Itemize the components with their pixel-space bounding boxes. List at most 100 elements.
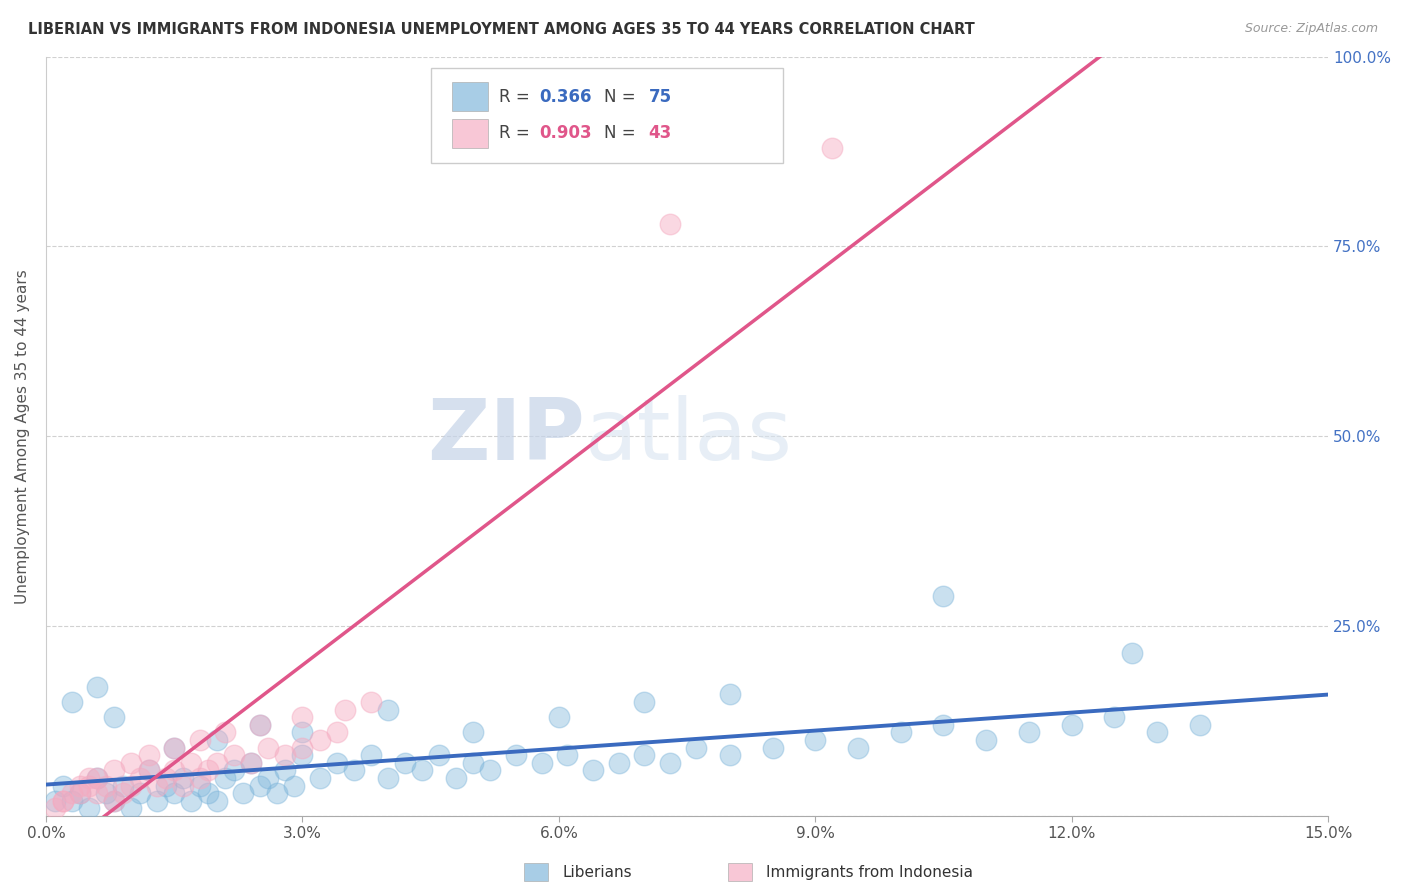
Point xyxy=(804,733,827,747)
Point xyxy=(163,740,186,755)
Text: Immigrants from Indonesia: Immigrants from Indonesia xyxy=(766,865,973,880)
Text: 0.366: 0.366 xyxy=(540,88,592,106)
Point xyxy=(120,801,142,815)
Point xyxy=(163,764,186,778)
Point xyxy=(214,725,236,739)
Point xyxy=(607,756,630,770)
Point xyxy=(394,756,416,770)
Point xyxy=(718,688,741,702)
FancyBboxPatch shape xyxy=(453,82,488,112)
Point xyxy=(129,786,152,800)
Text: N =: N = xyxy=(603,88,641,106)
Point xyxy=(530,756,553,770)
Point xyxy=(52,794,75,808)
FancyBboxPatch shape xyxy=(430,68,783,163)
Point xyxy=(222,764,245,778)
Text: R =: R = xyxy=(499,124,534,143)
Point xyxy=(86,786,108,800)
Point xyxy=(138,748,160,763)
Point xyxy=(547,710,569,724)
Point xyxy=(232,786,254,800)
Point xyxy=(205,794,228,808)
Point xyxy=(274,748,297,763)
Point xyxy=(266,786,288,800)
Point xyxy=(333,703,356,717)
Point xyxy=(932,718,955,732)
Text: Source: ZipAtlas.com: Source: ZipAtlas.com xyxy=(1244,22,1378,36)
Point xyxy=(44,794,66,808)
Point xyxy=(274,764,297,778)
Point xyxy=(86,680,108,694)
Point xyxy=(360,748,382,763)
Text: 0.903: 0.903 xyxy=(540,124,592,143)
Y-axis label: Unemployment Among Ages 35 to 44 years: Unemployment Among Ages 35 to 44 years xyxy=(15,268,30,604)
Point xyxy=(172,779,194,793)
Point xyxy=(163,786,186,800)
Text: Liberians: Liberians xyxy=(562,865,633,880)
Point xyxy=(257,771,280,785)
FancyBboxPatch shape xyxy=(453,119,488,148)
Point xyxy=(138,764,160,778)
Point xyxy=(463,756,485,770)
Point xyxy=(138,764,160,778)
Point xyxy=(188,771,211,785)
Point xyxy=(103,794,125,808)
Point xyxy=(257,740,280,755)
Point xyxy=(60,786,83,800)
Point xyxy=(240,756,263,770)
Point xyxy=(1188,718,1211,732)
Point xyxy=(69,786,91,800)
Text: 75: 75 xyxy=(648,88,672,106)
Point xyxy=(463,725,485,739)
Point xyxy=(86,771,108,785)
Point xyxy=(180,794,202,808)
Point xyxy=(633,695,655,709)
Point xyxy=(932,589,955,603)
Point xyxy=(77,801,100,815)
Point xyxy=(103,710,125,724)
Point xyxy=(77,779,100,793)
Point xyxy=(155,779,177,793)
Point xyxy=(718,748,741,763)
Point xyxy=(249,779,271,793)
Point xyxy=(974,733,997,747)
Point xyxy=(308,733,330,747)
Point xyxy=(103,764,125,778)
Point xyxy=(479,764,502,778)
Point xyxy=(377,703,399,717)
Point xyxy=(1018,725,1040,739)
Point xyxy=(343,764,366,778)
Point xyxy=(890,725,912,739)
Point xyxy=(249,718,271,732)
Point xyxy=(1104,710,1126,724)
Point xyxy=(146,794,169,808)
Point xyxy=(120,779,142,793)
Point xyxy=(155,771,177,785)
Point xyxy=(94,779,117,793)
Point xyxy=(240,756,263,770)
Point xyxy=(69,779,91,793)
Point xyxy=(197,786,219,800)
Text: R =: R = xyxy=(499,88,534,106)
Text: LIBERIAN VS IMMIGRANTS FROM INDONESIA UNEMPLOYMENT AMONG AGES 35 TO 44 YEARS COR: LIBERIAN VS IMMIGRANTS FROM INDONESIA UN… xyxy=(28,22,974,37)
Point xyxy=(557,748,579,763)
Point xyxy=(659,756,682,770)
Point xyxy=(360,695,382,709)
Point xyxy=(188,733,211,747)
Text: N =: N = xyxy=(603,124,641,143)
Point xyxy=(505,748,527,763)
Point xyxy=(446,771,468,785)
Point xyxy=(172,771,194,785)
Point xyxy=(146,779,169,793)
Point xyxy=(214,771,236,785)
Point xyxy=(44,801,66,815)
Point xyxy=(411,764,433,778)
Point xyxy=(633,748,655,763)
Point xyxy=(111,786,134,800)
Point xyxy=(427,748,450,763)
Point xyxy=(325,756,347,770)
Point xyxy=(291,725,314,739)
Point xyxy=(291,748,314,763)
Point xyxy=(325,725,347,739)
Point xyxy=(1060,718,1083,732)
